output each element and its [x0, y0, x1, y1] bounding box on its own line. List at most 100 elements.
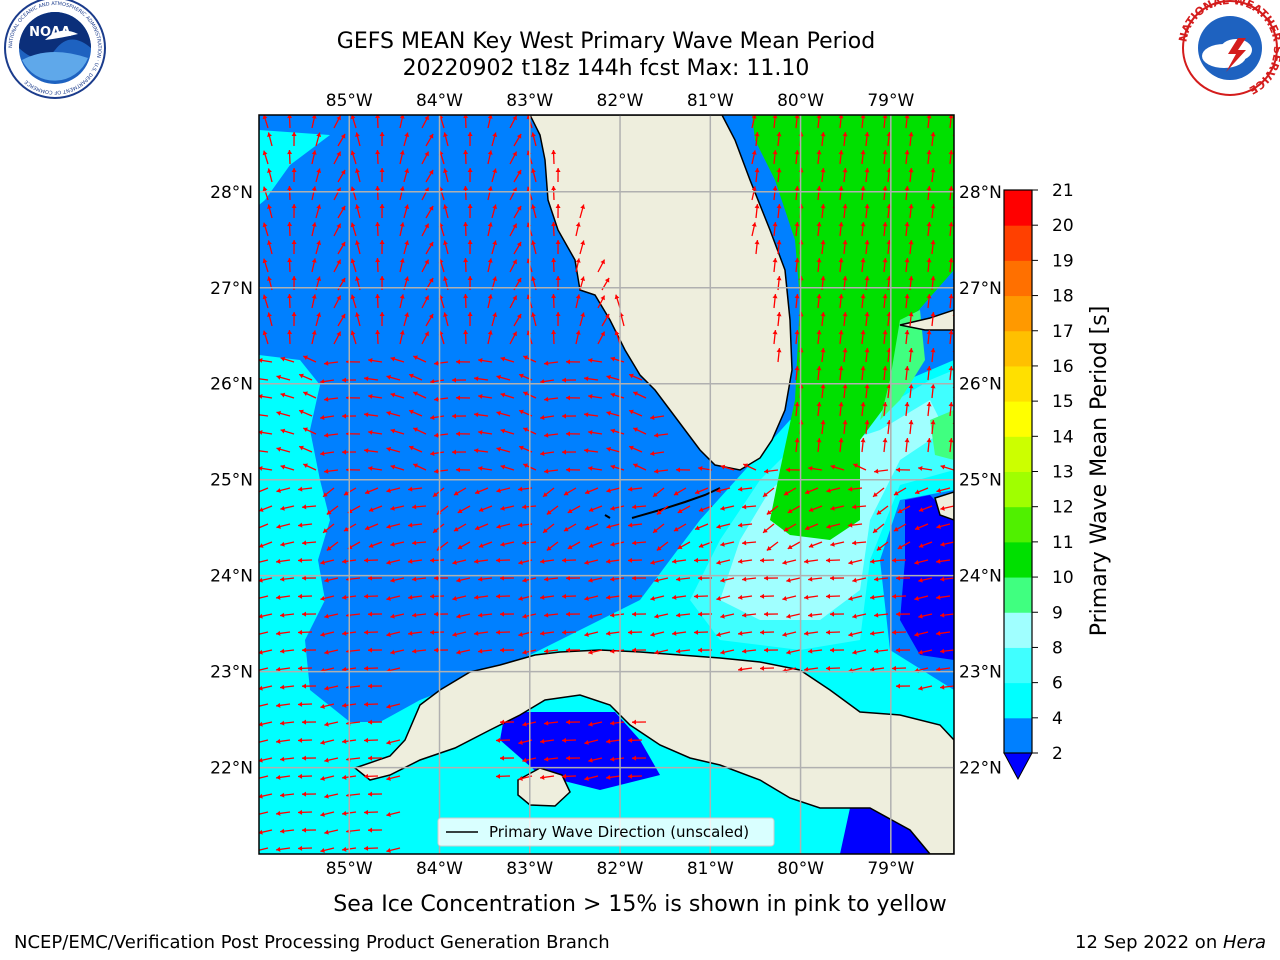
direction-arrowhead [287, 258, 293, 263]
direction-arrowhead [588, 429, 593, 435]
colorbar-tick-label: 6 [1052, 674, 1063, 694]
direction-arrowhead [882, 438, 888, 443]
direction-arrowhead [316, 276, 322, 282]
direction-arrowhead [940, 576, 945, 582]
direction-arrowhead [523, 427, 528, 433]
direction-arrowhead [830, 611, 835, 617]
direction-arrowhead [820, 240, 826, 245]
direction-arrowhead [632, 647, 637, 653]
direction-arrowhead [379, 240, 385, 245]
direction-arrowhead [772, 258, 778, 263]
direction-arrowhead [914, 595, 919, 601]
direction-arrowhead [259, 685, 263, 691]
direction-arrowhead [915, 489, 920, 495]
direction-arrowhead [512, 295, 517, 301]
direction-arrowhead [544, 576, 549, 582]
direction-arrowhead [280, 756, 285, 762]
direction-arrowhead [720, 464, 726, 470]
direction-arrowhead [908, 132, 914, 137]
direction-arrowhead [412, 612, 417, 618]
direction-arrowhead [276, 702, 281, 708]
direction-arrowhead [720, 505, 725, 511]
direction-arrowhead [860, 150, 866, 155]
direction-arrowhead [386, 775, 391, 781]
direction-arrowhead [478, 648, 483, 654]
direction-arrowhead [551, 150, 557, 155]
colorbar: 2 4 6 8 9 10 11 12 13 14 15 16 17 18 19 20 21 [1003, 181, 1074, 781]
direction-arrowhead [588, 613, 593, 619]
direction-arrowhead [551, 222, 557, 227]
direction-arrowhead [766, 510, 772, 515]
direction-arrowhead [299, 409, 304, 415]
direction-arrowhead [610, 464, 616, 470]
direction-arrowhead [860, 438, 866, 443]
direction-arrowhead [610, 756, 615, 762]
direction-arrowhead [320, 595, 325, 601]
direction-arrowhead [600, 331, 605, 337]
direction-arrowhead [563, 526, 569, 532]
direction-arrowhead [276, 374, 282, 380]
direction-arrowhead [516, 169, 522, 175]
colorbar-tick-label: 13 [1052, 463, 1074, 483]
direction-arrowhead [852, 613, 857, 619]
direction-arrowhead [340, 277, 346, 283]
direction-arrowhead [588, 393, 593, 399]
colorbar-tick-label: 9 [1052, 603, 1063, 623]
direction-arrowhead [600, 295, 605, 301]
direction-arrowhead [588, 577, 593, 583]
direction-arrowhead [918, 649, 923, 655]
direction-arrowhead [522, 504, 527, 510]
direction-arrowhead [386, 488, 391, 493]
direction-arrowhead [467, 168, 473, 173]
direction-arrowhead [882, 115, 888, 119]
direction-arrowhead [776, 204, 782, 209]
direction-arrowhead [523, 391, 528, 397]
direction-arrowhead [838, 330, 844, 335]
direction-arrowhead [430, 451, 435, 456]
direction-arrowhead [816, 366, 822, 371]
direction-arrowhead [551, 258, 557, 263]
direction-arrowhead [948, 366, 954, 371]
map-panel: Primary Wave Direction (unscaled) [254, 115, 954, 854]
direction-arrowhead [816, 438, 822, 443]
direction-arrowhead [820, 312, 826, 317]
direction-arrowhead [742, 540, 747, 546]
direction-arrowhead [816, 330, 822, 335]
direction-arrowhead [259, 357, 263, 363]
direction-arrowhead [566, 575, 571, 581]
direction-arrowhead [751, 186, 757, 191]
direction-arrowhead [287, 115, 293, 119]
direction-arrowhead [936, 594, 941, 600]
colorbar-tick-label: 14 [1052, 427, 1074, 447]
direction-arrowhead [882, 150, 888, 155]
direction-arrowhead [443, 312, 448, 317]
direction-arrowhead [656, 546, 662, 551]
direction-arrowhead [786, 649, 791, 655]
direction-arrowhead [864, 204, 870, 209]
direction-arrowhead [864, 420, 870, 425]
direction-arrowhead [787, 544, 793, 550]
direction-arrowhead [324, 829, 329, 835]
direction-arrowhead [860, 402, 866, 407]
direction-arrowhead [254, 740, 258, 745]
direction-arrowhead [948, 186, 954, 191]
direction-arrowhead [764, 575, 769, 581]
direction-arrowhead [860, 222, 866, 227]
direction-arrowhead [478, 543, 484, 548]
direction-arrowhead [342, 413, 347, 419]
direction-arrowhead [519, 373, 524, 379]
direction-arrowhead [492, 204, 498, 210]
direction-arrowhead [280, 648, 285, 654]
direction-arrowhead [926, 402, 932, 407]
direction-arrowhead [340, 133, 346, 139]
direction-arrowhead [342, 558, 347, 564]
colorbar-segment [1004, 190, 1032, 226]
direction-arrowhead [434, 432, 439, 438]
direction-arrowhead [830, 541, 835, 547]
direction-arrowhead [562, 377, 567, 383]
direction-arrowhead [566, 359, 571, 365]
direction-arrowhead [500, 505, 505, 511]
direction-arrowhead [838, 366, 844, 371]
direction-arrowhead [375, 186, 381, 191]
direction-arrowhead [413, 391, 418, 397]
